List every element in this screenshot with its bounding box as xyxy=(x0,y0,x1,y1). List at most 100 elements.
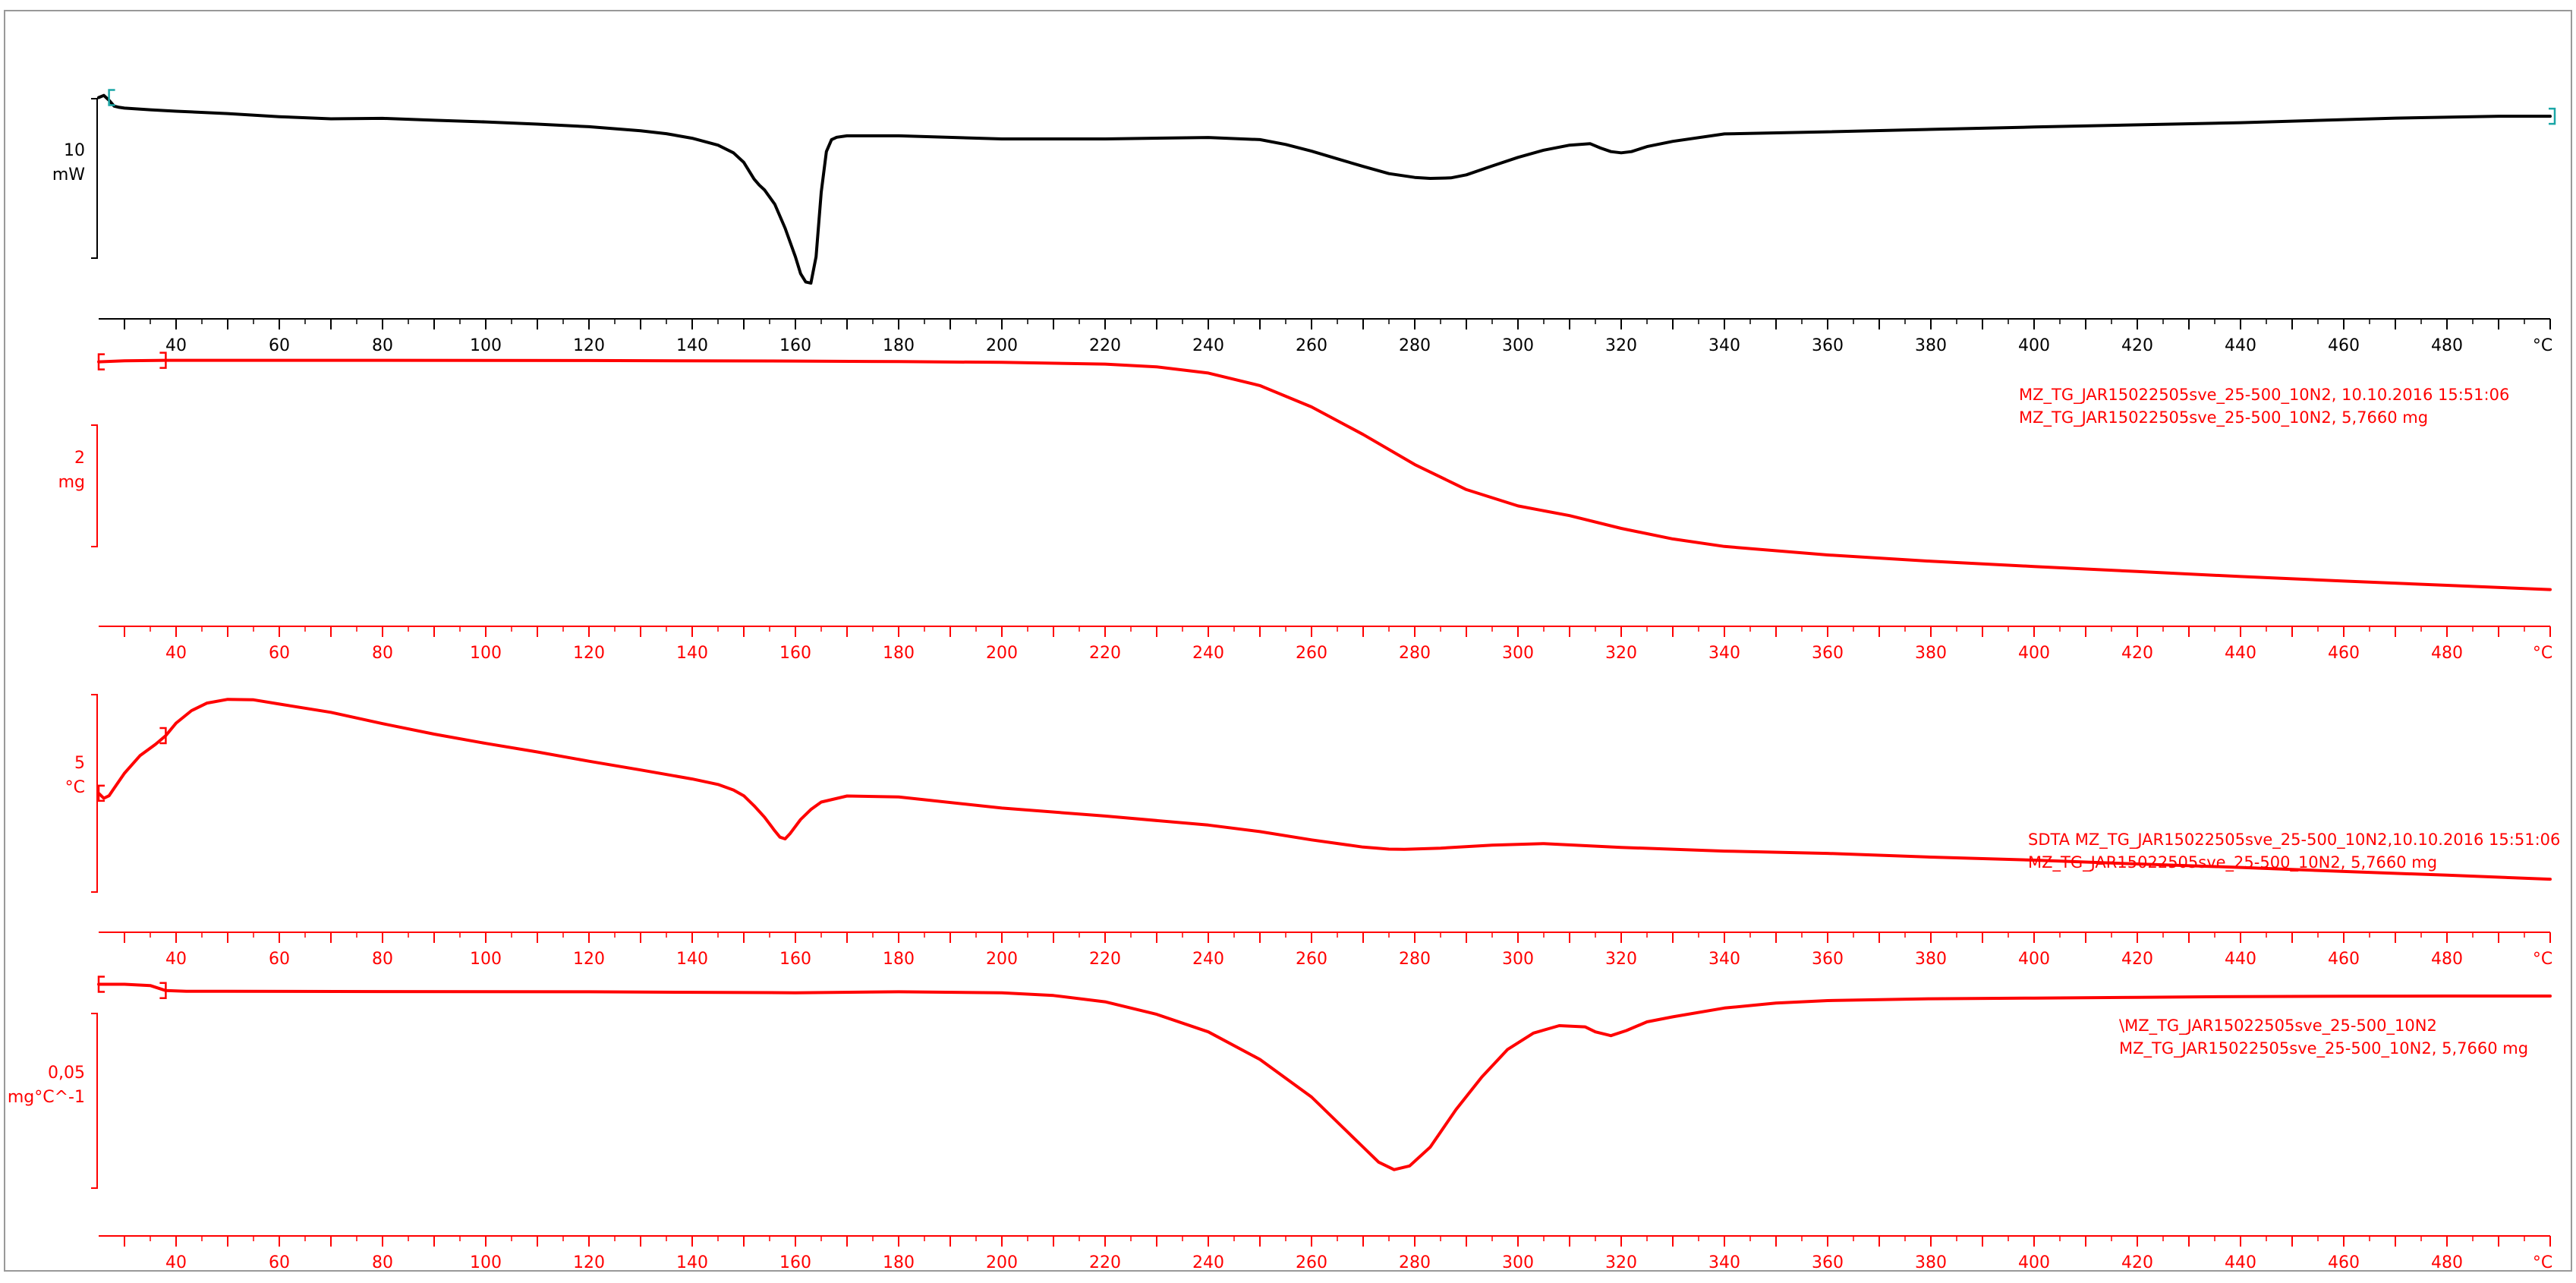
x-tick-label: 240 xyxy=(1192,336,1224,355)
x-tick-label: 260 xyxy=(1296,950,1327,969)
x-tick-label: 140 xyxy=(676,644,708,663)
x-tick-label: 180 xyxy=(883,336,915,355)
x-tick-label: 120 xyxy=(573,644,605,663)
x-tick-label: 460 xyxy=(2328,950,2360,969)
x-tick-label: 440 xyxy=(2225,336,2256,355)
x-tick-label: 280 xyxy=(1399,1253,1431,1272)
x-tick-label: 80 xyxy=(372,644,393,663)
x-tick-label: 80 xyxy=(372,950,393,969)
x-tick-label: 380 xyxy=(1915,644,1947,663)
scale-bar-unit: mg xyxy=(58,473,85,492)
x-tick-label: 80 xyxy=(372,336,393,355)
x-axis-unit-label: °C xyxy=(2533,644,2552,663)
x-tick-label: 320 xyxy=(1605,644,1637,663)
x-tick-label: 420 xyxy=(2121,1253,2153,1272)
range-end-marker xyxy=(159,982,167,999)
x-tick-label: 200 xyxy=(986,336,1018,355)
x-tick-label: 420 xyxy=(2121,336,2153,355)
scale-bar-unit: mW xyxy=(52,165,85,184)
x-tick-label: 260 xyxy=(1296,336,1327,355)
scale-bar xyxy=(91,694,98,893)
x-tick-label: 360 xyxy=(1812,644,1844,663)
x-tick-label: 280 xyxy=(1399,336,1431,355)
scale-bar-value: 0,05 xyxy=(48,1064,85,1083)
x-tick-label: 60 xyxy=(269,1253,290,1272)
range-start-marker xyxy=(108,89,115,106)
scale-bar-value: 10 xyxy=(64,141,85,160)
scale-bar xyxy=(91,98,98,259)
x-tick-label: 180 xyxy=(883,1253,915,1272)
x-tick-label: 100 xyxy=(470,950,502,969)
scale-bar-value: 2 xyxy=(74,449,85,468)
x-tick-label: 460 xyxy=(2328,1253,2360,1272)
x-tick-label: 220 xyxy=(1089,1253,1121,1272)
x-tick-label: 180 xyxy=(883,644,915,663)
x-tick-label: 220 xyxy=(1089,644,1121,663)
x-tick-label: 440 xyxy=(2225,950,2256,969)
legend-entry: MZ_TG_JAR15022505sve_25-500_10N2, 5,7660… xyxy=(2119,1039,2528,1058)
x-tick-label: 480 xyxy=(2431,1253,2463,1272)
x-tick-label: 380 xyxy=(1915,950,1947,969)
x-tick-label: 320 xyxy=(1605,950,1637,969)
x-tick-label: 480 xyxy=(2431,644,2463,663)
series-line xyxy=(97,698,2552,881)
x-tick-label: 340 xyxy=(1708,644,1740,663)
x-tick-label: 360 xyxy=(1812,1253,1844,1272)
x-tick-label: 140 xyxy=(676,336,708,355)
x-tick-label: 420 xyxy=(2121,950,2153,969)
range-end-marker xyxy=(159,727,167,745)
legend-entry: SDTA MZ_TG_JAR15022505sve_25-500_10N2,10… xyxy=(2028,831,2560,850)
range-start-marker xyxy=(97,353,105,370)
x-tick-label: 120 xyxy=(573,1253,605,1272)
range-start-marker xyxy=(97,784,105,802)
x-tick-label: 340 xyxy=(1708,336,1740,355)
x-tick-label: 440 xyxy=(2225,644,2256,663)
x-tick-label: 440 xyxy=(2225,1253,2256,1272)
range-end-marker xyxy=(159,351,167,369)
page-border xyxy=(4,10,2572,1272)
legend-entry: \MZ_TG_JAR15022505sve_25-500_10N2 xyxy=(2119,1017,2437,1036)
x-tick-label: 420 xyxy=(2121,644,2153,663)
x-tick-label: 160 xyxy=(779,644,811,663)
x-tick-label: 240 xyxy=(1192,950,1224,969)
x-tick-label: 160 xyxy=(779,1253,811,1272)
x-tick-label: 320 xyxy=(1605,336,1637,355)
series-line xyxy=(97,358,2552,591)
x-tick-label: 160 xyxy=(779,950,811,969)
x-tick-label: 40 xyxy=(165,336,187,355)
x-tick-label: 140 xyxy=(676,1253,708,1272)
x-tick-label: 180 xyxy=(883,950,915,969)
x-tick-label: 240 xyxy=(1192,1253,1224,1272)
x-axis-unit-label: °C xyxy=(2533,950,2552,969)
x-tick-label: 400 xyxy=(2018,950,2050,969)
x-tick-label: 40 xyxy=(165,1253,187,1272)
series-line xyxy=(97,93,2552,285)
range-end-marker xyxy=(2549,107,2556,125)
x-tick-label: 40 xyxy=(165,950,187,969)
x-tick-label: 160 xyxy=(779,336,811,355)
x-tick-label: 300 xyxy=(1502,1253,1534,1272)
x-tick-label: 100 xyxy=(470,1253,502,1272)
x-tick-label: 100 xyxy=(470,336,502,355)
x-tick-label: 360 xyxy=(1812,336,1844,355)
x-tick-label: 260 xyxy=(1296,644,1327,663)
x-tick-label: 120 xyxy=(573,950,605,969)
x-tick-label: 300 xyxy=(1502,644,1534,663)
scale-bar-unit: mg°C^-1 xyxy=(8,1088,85,1107)
x-tick-label: 60 xyxy=(269,336,290,355)
legend-entry: MZ_TG_JAR15022505sve_25-500_10N2, 10.10.… xyxy=(2019,386,2509,405)
x-tick-label: 220 xyxy=(1089,336,1121,355)
x-tick-label: 200 xyxy=(986,644,1018,663)
x-tick-label: 300 xyxy=(1502,336,1534,355)
x-tick-label: 400 xyxy=(2018,644,2050,663)
x-tick-label: 140 xyxy=(676,950,708,969)
x-tick-label: 320 xyxy=(1605,1253,1637,1272)
x-axis-unit-label: °C xyxy=(2533,1253,2552,1272)
x-tick-label: 380 xyxy=(1915,1253,1947,1272)
x-tick-label: 40 xyxy=(165,644,187,663)
range-start-marker xyxy=(97,976,105,993)
x-tick-label: 360 xyxy=(1812,950,1844,969)
series-line xyxy=(97,982,2552,1171)
